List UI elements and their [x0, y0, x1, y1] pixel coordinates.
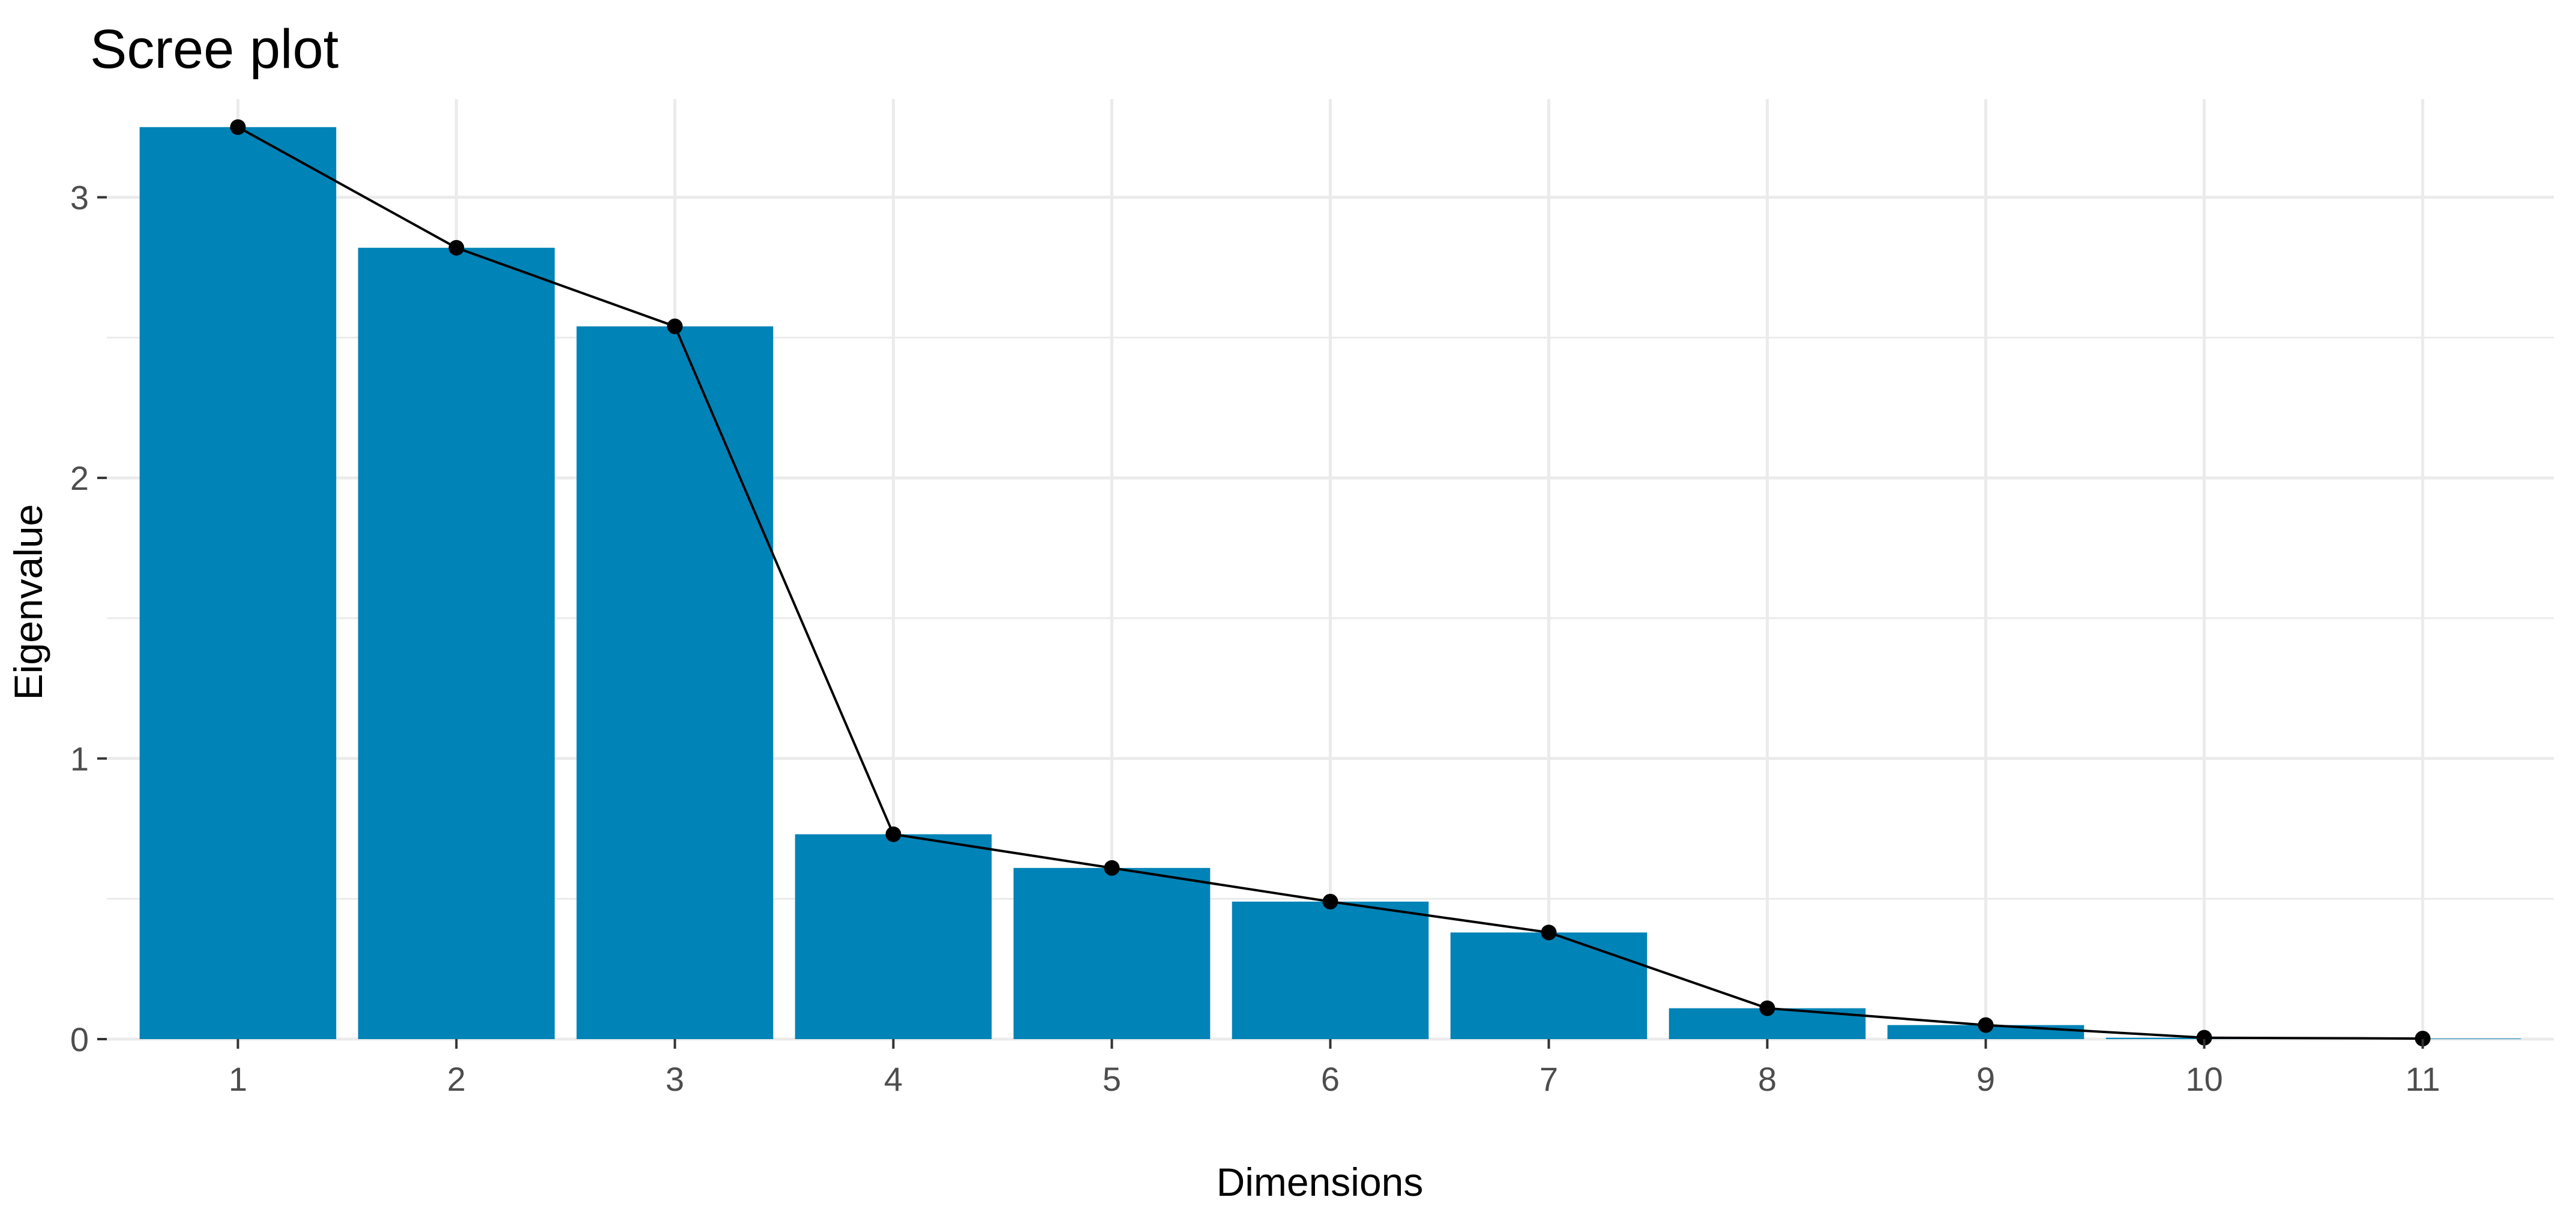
- x-tick-label: 5: [1103, 1060, 1121, 1098]
- point-dim-11: [2415, 1031, 2431, 1047]
- x-tick-label: 9: [1976, 1060, 1995, 1098]
- point-dim-6: [1322, 893, 1338, 909]
- point-dim-9: [1978, 1017, 1994, 1033]
- x-tick-label: 11: [2406, 1060, 2440, 1098]
- bar-dim-1: [139, 127, 337, 1040]
- x-tick-label: 8: [1758, 1060, 1777, 1098]
- point-dim-8: [1759, 1000, 1775, 1016]
- x-tick-label: 1: [229, 1060, 247, 1098]
- bar-dim-5: [1013, 867, 1211, 1039]
- bar-dim-3: [576, 326, 774, 1039]
- point-dim-1: [230, 119, 246, 135]
- x-tick-labels: 1 2 3 4 5 6 7 8 9 10 11: [229, 1039, 2440, 1098]
- point-layer: [230, 119, 2431, 1047]
- x-tick-label: 2: [447, 1060, 466, 1098]
- bar-dim-6: [1232, 901, 1429, 1039]
- y-tick-label: 1: [70, 740, 89, 778]
- x-tick-label: 7: [1539, 1060, 1558, 1098]
- chart-title: Scree plot: [90, 19, 339, 80]
- bar-dim-7: [1450, 932, 1648, 1039]
- point-dim-10: [2196, 1030, 2212, 1046]
- x-tick-label: 3: [666, 1060, 684, 1098]
- point-dim-5: [1104, 860, 1120, 876]
- point-dim-2: [448, 240, 465, 256]
- bar-dim-4: [795, 834, 992, 1039]
- y-axis-label: Eigenvalue: [6, 504, 50, 701]
- y-tick-labels: 0 1 2 3: [70, 179, 107, 1058]
- x-tick-label: 6: [1321, 1060, 1340, 1098]
- point-dim-3: [667, 318, 683, 334]
- bar-dim-2: [358, 247, 555, 1039]
- x-tick-label: 10: [2185, 1060, 2222, 1098]
- y-tick-label: 3: [70, 179, 89, 217]
- x-axis-label: Dimensions: [1217, 1160, 1424, 1204]
- y-tick-label: 2: [70, 459, 89, 497]
- bar-layer: [139, 127, 2521, 1040]
- x-tick-label: 4: [884, 1060, 903, 1098]
- point-dim-7: [1541, 924, 1557, 941]
- y-tick-label: 0: [70, 1021, 89, 1058]
- point-dim-4: [885, 826, 901, 842]
